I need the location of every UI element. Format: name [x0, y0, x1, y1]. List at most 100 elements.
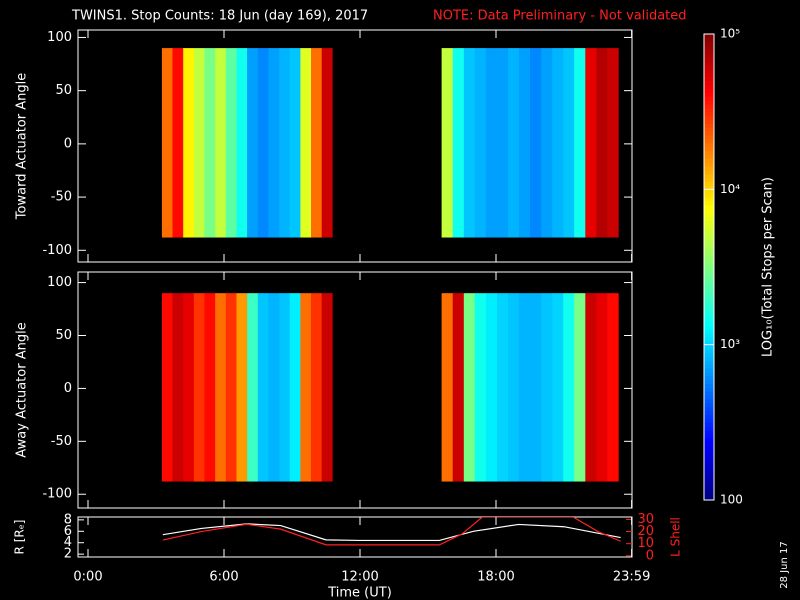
colorbar-cell: [704, 286, 714, 291]
colorbar-cell: [704, 166, 714, 171]
colorbar-label: LOG₁₀(Total Stops per Scan): [761, 177, 776, 357]
heat-stripe: [607, 293, 619, 482]
colorbar-cell: [704, 208, 714, 214]
colorbar-cell: [704, 200, 714, 206]
y-tick-label: 8: [64, 512, 72, 527]
colorbar-cell: [704, 375, 714, 381]
heat-stripe: [193, 48, 205, 238]
colorbar-cell: [704, 127, 714, 132]
heat-stripe: [172, 293, 184, 482]
colorbar-cell: [704, 107, 714, 113]
colorbar-cell: [704, 344, 714, 350]
colorbar-cell: [704, 457, 714, 462]
heat-stripe: [508, 48, 520, 238]
colorbar-cell: [704, 224, 714, 229]
heat-stripe: [289, 293, 301, 482]
colorbar-cell: [704, 49, 714, 54]
colorbar-cell: [704, 80, 714, 85]
colorbar-cell: [704, 383, 714, 388]
colorbar-cell: [704, 150, 714, 155]
colorbar-cell: [704, 274, 714, 280]
heat-stripe: [236, 48, 248, 238]
colorbar-cell: [704, 437, 714, 443]
colorbar-cell: [704, 317, 714, 322]
heat-stripe: [452, 48, 465, 238]
colorbar-cell: [704, 356, 714, 361]
x-tick-label: 18:00: [477, 570, 514, 585]
colorbar-cell: [704, 465, 714, 470]
colorbar-cell: [704, 426, 714, 431]
heat-stripe: [530, 293, 542, 482]
colorbar-cell: [704, 131, 714, 136]
colorbar-cell: [704, 34, 714, 39]
colorbar-cell: [704, 488, 714, 493]
colorbar-cell: [704, 154, 714, 159]
heat-stripe: [596, 293, 608, 482]
colorbar-cell: [704, 387, 714, 392]
colorbar-cell: [704, 282, 714, 287]
x-tick-label: 23:59: [613, 570, 650, 585]
colorbar-cell: [704, 45, 714, 51]
colorbar-cell: [704, 278, 714, 284]
colorbar-cell: [704, 68, 714, 74]
colorbar-cell: [704, 430, 714, 435]
heat-stripe: [172, 48, 184, 238]
colorbar-cell: [704, 449, 714, 454]
colorbar-cell: [704, 255, 714, 260]
colorbar-cell: [704, 414, 714, 419]
colorbar-tick-label: 10⁵: [720, 27, 740, 41]
colorbar-cell: [704, 177, 714, 183]
colorbar-cell: [704, 422, 714, 427]
frame: [77, 29, 633, 263]
colorbar-cell: [704, 410, 714, 416]
heat-stripe: [585, 293, 597, 482]
colorbar-cell: [704, 492, 714, 497]
colorbar-cell: [704, 305, 714, 311]
colorbar-cell: [704, 57, 714, 62]
colorbar-cell: [704, 181, 714, 186]
colorbar-cell: [704, 173, 714, 179]
colorbar-cell: [704, 309, 714, 315]
colorbar-cell: [704, 239, 714, 245]
heat-stripe: [518, 48, 531, 238]
colorbar-cell: [704, 243, 714, 249]
colorbar-cell: [704, 360, 714, 365]
colorbar-cell: [704, 433, 714, 439]
colorbar-cell: [704, 185, 714, 190]
heat-stripe: [485, 48, 498, 238]
heat-stripe: [204, 293, 216, 482]
heat-stripe: [289, 48, 301, 238]
heat-stripe: [563, 48, 575, 238]
colorbar-cell: [704, 158, 714, 163]
chart-title: TWINS1. Stop Counts: 18 Jun (day 169), 2…: [71, 9, 368, 24]
heat-stripe: [236, 293, 248, 482]
heat-stripe: [225, 48, 237, 238]
y-axis-label: Away Actuator Angle: [15, 322, 30, 457]
y-tick-label: 4: [64, 535, 72, 550]
y-tick-label: -100: [42, 243, 72, 258]
y2-tick-label: 30: [637, 512, 654, 527]
y-tick-label: 50: [55, 328, 72, 343]
colorbar-cell: [704, 84, 714, 89]
colorbar-cell: [704, 313, 714, 318]
colorbar-cell: [704, 371, 714, 377]
y-tick-label: 100: [47, 30, 72, 45]
heat-stripe: [541, 48, 553, 238]
y-tick-label: 6: [64, 524, 72, 539]
frame: [77, 271, 633, 509]
colorbar-cell: [704, 65, 714, 70]
heat-stripe: [441, 293, 454, 482]
heat-stripe: [563, 293, 575, 482]
heat-stripe: [463, 48, 475, 238]
y-tick-label: 0: [64, 136, 72, 151]
colorbar-cell: [704, 352, 714, 357]
heat-stripe: [321, 48, 333, 238]
colorbar-cell: [704, 367, 714, 373]
y2-tick-label: 0: [646, 548, 654, 563]
colorbar-cell: [704, 270, 714, 276]
heat-stripe: [474, 293, 487, 482]
heat-stripe: [300, 293, 312, 482]
colorbar-cell: [704, 290, 714, 295]
colorbar-cell: [704, 294, 714, 299]
